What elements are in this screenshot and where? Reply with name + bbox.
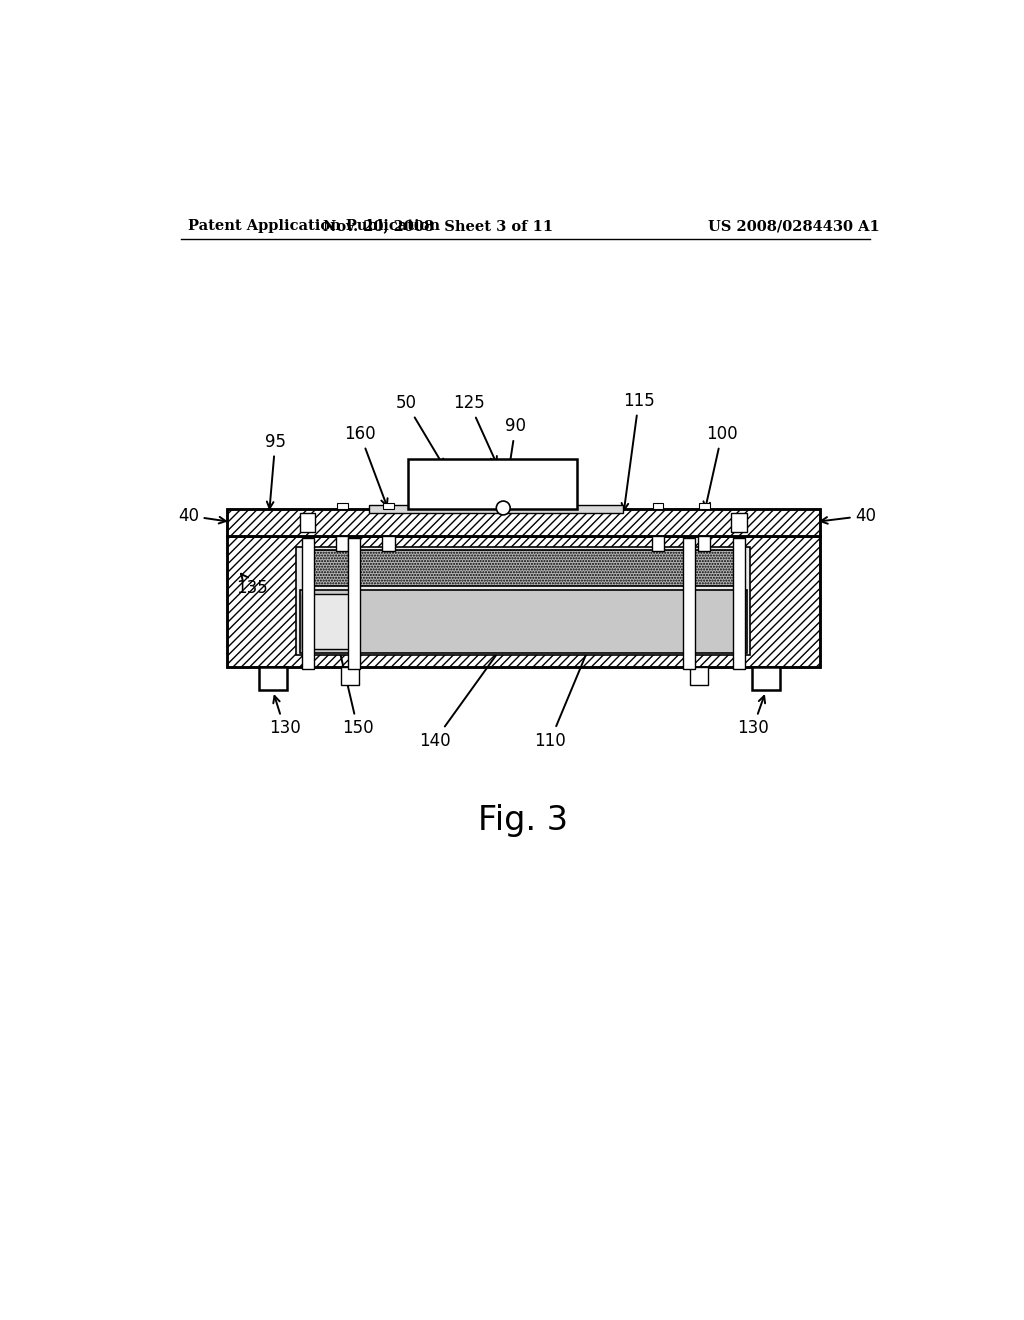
Text: Nov. 20, 2008  Sheet 3 of 11: Nov. 20, 2008 Sheet 3 of 11 xyxy=(324,219,554,234)
Text: Patent Application Publication: Patent Application Publication xyxy=(188,219,440,234)
Text: 110: 110 xyxy=(535,643,591,750)
Bar xyxy=(226,508,819,536)
Bar xyxy=(689,667,708,685)
Bar xyxy=(310,549,736,586)
Text: 130: 130 xyxy=(268,696,300,737)
Bar xyxy=(731,512,746,532)
Text: 150: 150 xyxy=(330,614,374,737)
Bar xyxy=(300,512,315,532)
Bar xyxy=(336,536,348,552)
Bar xyxy=(733,539,745,669)
Bar xyxy=(302,594,357,649)
Bar xyxy=(652,503,664,508)
Bar xyxy=(226,508,819,536)
Text: 135: 135 xyxy=(237,574,268,597)
Bar xyxy=(341,667,359,685)
Text: 140: 140 xyxy=(419,643,505,750)
Text: 125: 125 xyxy=(454,395,497,463)
Bar xyxy=(752,667,779,689)
Text: 40: 40 xyxy=(178,507,225,524)
Bar xyxy=(698,503,710,508)
Text: US 2008/0284430 A1: US 2008/0284430 A1 xyxy=(708,219,880,234)
Bar xyxy=(383,503,394,508)
Bar xyxy=(683,539,695,669)
Bar xyxy=(348,539,360,669)
Text: 95: 95 xyxy=(265,433,286,508)
Text: 90: 90 xyxy=(502,417,526,502)
Bar xyxy=(408,459,578,508)
Text: 100: 100 xyxy=(703,425,737,508)
Bar xyxy=(337,503,348,508)
Bar xyxy=(302,539,313,669)
Bar xyxy=(370,506,624,512)
Bar xyxy=(226,536,819,667)
Text: 50: 50 xyxy=(395,395,443,466)
Text: 40: 40 xyxy=(821,507,877,524)
Bar xyxy=(652,536,665,552)
Text: 130: 130 xyxy=(737,696,769,737)
Text: Fig. 3: Fig. 3 xyxy=(478,804,568,837)
Bar xyxy=(300,590,746,653)
Bar xyxy=(310,549,736,586)
Bar xyxy=(382,536,394,552)
Text: 115: 115 xyxy=(622,392,654,510)
Text: 160: 160 xyxy=(344,425,387,506)
Circle shape xyxy=(497,502,510,515)
Bar xyxy=(698,536,711,552)
Bar xyxy=(259,667,287,689)
Bar xyxy=(226,536,819,667)
Bar xyxy=(296,548,751,655)
